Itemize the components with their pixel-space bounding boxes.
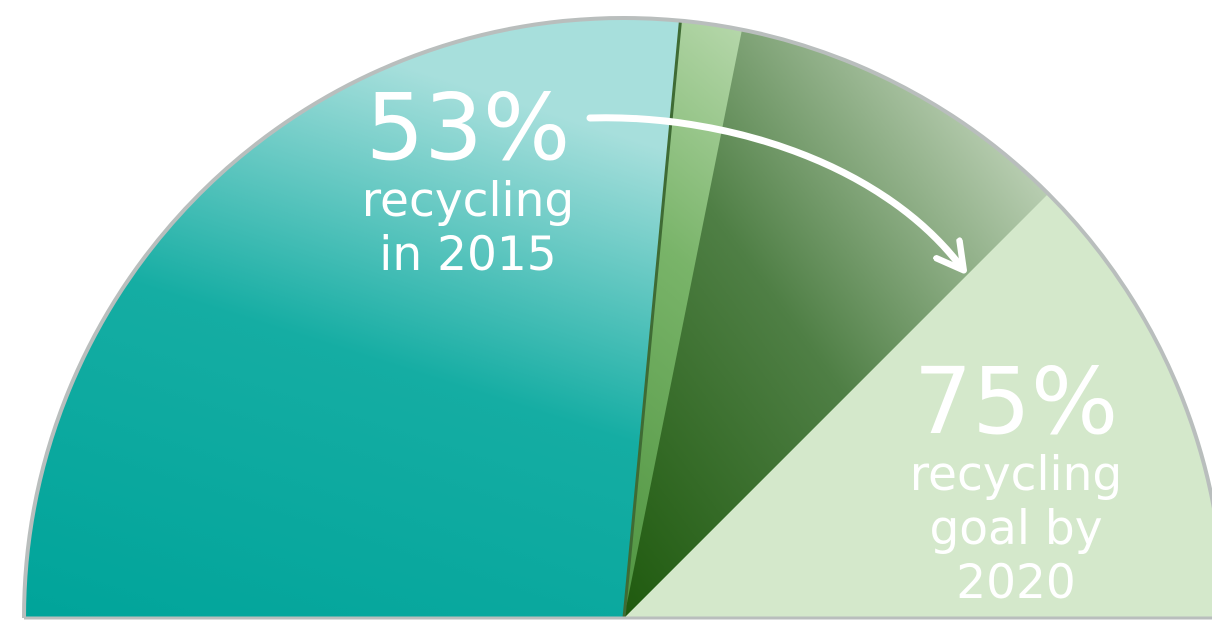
current-label-line-1: recycling bbox=[361, 173, 575, 228]
goal-label-line-2: goal by bbox=[929, 501, 1103, 556]
current-percent: 53% bbox=[365, 74, 571, 181]
goal-percent: 75% bbox=[913, 348, 1119, 455]
goal-label-line-1: recycling bbox=[909, 447, 1123, 502]
gauge-layer bbox=[22, 16, 1212, 620]
goal-label-line-3: 2020 bbox=[956, 555, 1076, 610]
current-value-label: 53% recycling in 2015 bbox=[328, 82, 608, 282]
goal-wedge-far bbox=[624, 29, 1049, 618]
current-wedge bbox=[24, 18, 681, 618]
gauge-outer-rim bbox=[22, 16, 1212, 619]
progress-arrow bbox=[586, 114, 962, 268]
goal-value-label: 75% recycling goal by 2020 bbox=[870, 356, 1162, 610]
current-label-line-2: in 2015 bbox=[379, 227, 557, 282]
